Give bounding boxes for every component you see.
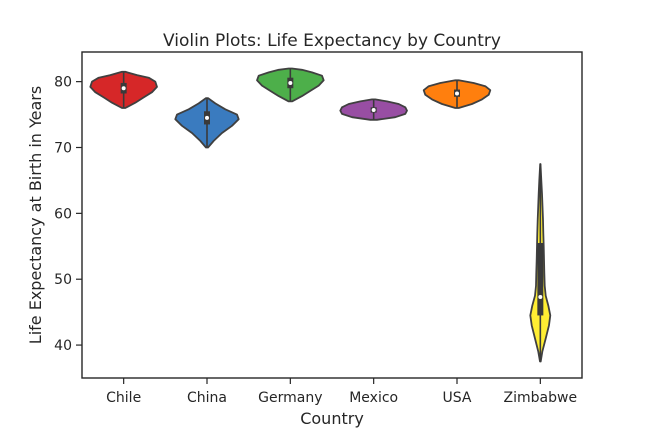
median-dot — [455, 91, 459, 96]
y-tick-label: 60 — [54, 206, 72, 222]
x-axis: Chile China Germany Mexico USA Zimbabwe — [106, 378, 577, 406]
y-tick-label: 50 — [54, 272, 72, 288]
x-tick-label: USA — [443, 390, 472, 406]
x-tick-label: Chile — [106, 390, 141, 406]
y-tick-label: 70 — [54, 140, 72, 156]
violin-germany — [256, 67, 325, 103]
violin-usa — [422, 79, 492, 109]
y-axis-label: Life Expectancy at Birth in Years — [26, 86, 45, 344]
x-tick-label: Mexico — [349, 390, 398, 406]
iqr-box — [537, 242, 544, 316]
violin-china — [174, 97, 240, 149]
y-axis: 40 50 60 70 80 — [54, 75, 82, 354]
x-axis-label: Country — [300, 409, 364, 428]
plot-frame — [81, 51, 583, 379]
x-tick-label: Zimbabwe — [504, 390, 578, 406]
median-dot — [205, 115, 209, 120]
median-dot — [121, 86, 126, 91]
median-dot — [288, 80, 293, 85]
median-dot — [538, 294, 543, 299]
chart-title: Violin Plots: Life Expectancy by Country — [163, 31, 501, 51]
x-tick-label: China — [187, 390, 227, 406]
median-dot — [371, 107, 376, 112]
x-tick-label: Germany — [258, 390, 322, 406]
violin-chile — [89, 70, 158, 109]
violin-zimbabwe — [529, 163, 552, 363]
plot-area — [89, 67, 552, 363]
y-tick-label: 80 — [54, 75, 72, 91]
violin-mexico — [339, 98, 408, 121]
y-tick-label: 40 — [54, 338, 72, 354]
